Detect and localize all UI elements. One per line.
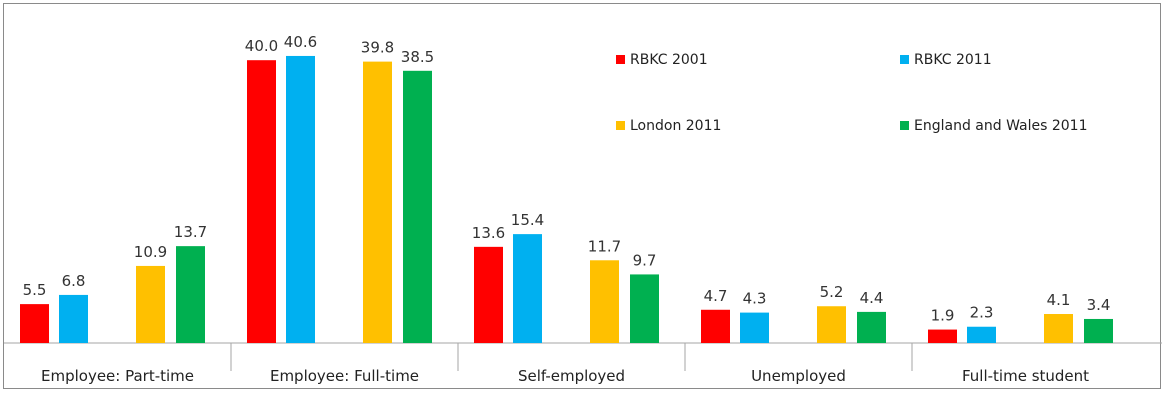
bar-chart: 5.5 40.0 13.6 4.7 1.9 6.8 40.6 15.4 4.3 2.3 10.9 39… [4,33,1162,385]
legend-swatch [616,55,625,64]
bar-value-label: 5.5 [23,281,47,299]
legend-swatch [900,55,909,64]
bar [247,60,276,343]
bar-value-label: 1.9 [931,307,955,325]
bar-value-label: 15.4 [511,211,544,229]
bar [474,246,503,343]
bar [176,246,205,343]
legend-label: England and Wales 2011 [914,118,1087,134]
bar [403,70,432,344]
bar-value-label: 4.7 [704,287,728,305]
bar-value-label: 11.7 [588,237,621,255]
bar-value-label: 40.0 [245,37,278,55]
bar [967,326,996,343]
bar-value-label: 4.4 [860,289,884,307]
bar [59,294,88,343]
bar-value-label: 13.6 [472,224,505,242]
bar [363,61,392,343]
bar [817,306,846,343]
category-label: Unemployed [751,367,846,385]
bar-value-label: 4.1 [1047,291,1071,309]
legend-swatch [900,121,909,130]
bar-value-label: 10.9 [134,243,167,261]
bar-value-label: 2.3 [970,304,994,322]
bar [630,274,659,343]
bar [136,265,165,343]
bar [20,304,49,343]
bar-value-label: 9.7 [633,251,657,269]
legend-label: London 2011 [630,118,721,134]
bar [857,311,886,343]
legend-swatch [616,121,625,130]
legend-label: RBKC 2001 [630,52,708,68]
bar-value-label: 38.5 [401,48,434,66]
bar-value-label: 6.8 [62,272,86,290]
category-label: Self-employed [518,367,625,385]
bar [1044,314,1073,343]
bar [513,234,542,343]
bar [286,55,315,343]
bar-value-label: 40.6 [284,33,317,51]
bar [740,312,769,343]
chart-frame: 5.5 40.0 13.6 4.7 1.9 6.8 40.6 15.4 4.3 2.3 10.9 39… [3,3,1162,389]
bar [1084,318,1113,343]
bar-value-label: 4.3 [743,290,767,308]
category-label: Full-time student [962,367,1089,385]
category-label: Employee: Part-time [41,367,194,385]
bar-value-label: 39.8 [361,39,394,57]
bar [590,260,619,343]
bar [928,329,957,343]
bar [701,309,730,343]
bar-value-label: 5.2 [820,283,844,301]
bar-value-label: 3.4 [1087,296,1111,314]
bar-value-label: 13.7 [174,223,207,241]
legend-label: RBKC 2011 [914,52,992,68]
category-label: Employee: Full-time [270,367,419,385]
